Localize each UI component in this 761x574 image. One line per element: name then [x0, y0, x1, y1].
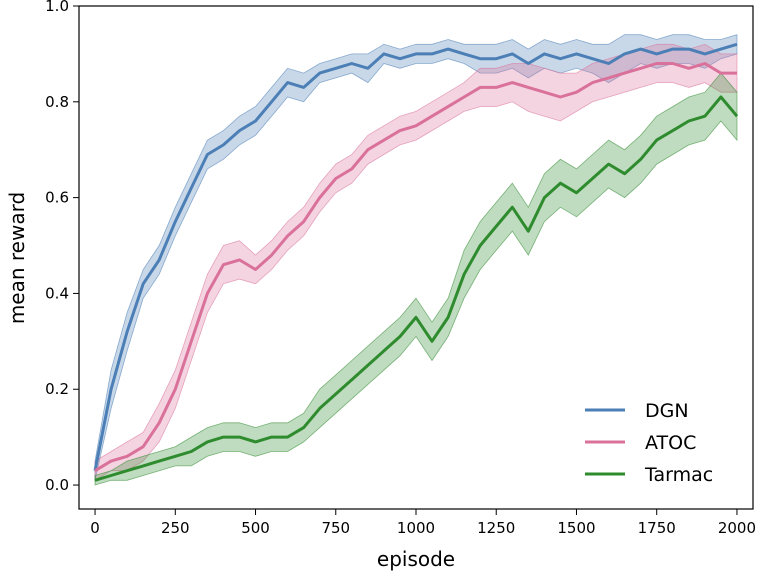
x-axis-ticks: 0 250 500 750 1000 1250 1500 1750 2000 [90, 509, 756, 537]
x-tick-label: 1250 [477, 519, 515, 537]
dgn-line [93, 42, 738, 471]
x-tick-label: 0 [90, 519, 100, 537]
tarmac-line [94, 95, 739, 482]
y-tick-label: 0.4 [45, 284, 69, 302]
y-tick-label: 0.6 [45, 189, 69, 207]
y-tick-label: 0.0 [45, 476, 69, 494]
x-tick-label: 1000 [397, 519, 435, 537]
legend-label-tarmac: Tarmac [644, 464, 713, 486]
legend-label-atoc: ATOC [645, 432, 696, 454]
y-tick-label: 0.2 [45, 380, 69, 398]
x-tick-label: 1500 [557, 519, 595, 537]
y-tick-label: 1.0 [45, 0, 69, 15]
y-axis-ticks: 0.0 0.2 0.4 0.6 0.8 1.0 [45, 0, 79, 494]
tarmac-band [94, 72, 738, 486]
x-tick-label: 500 [241, 519, 270, 537]
x-axis-label: episode [377, 547, 455, 571]
legend: DGN ATOC Tarmac [585, 400, 713, 486]
y-axis-label: mean reward [5, 192, 29, 324]
y-tick-label: 0.8 [45, 93, 69, 111]
confidence-bands [94, 34, 738, 486]
x-tick-label: 1750 [638, 519, 676, 537]
series-lines [93, 42, 739, 482]
legend-label-dgn: DGN [645, 400, 689, 422]
x-tick-label: 2000 [718, 519, 756, 537]
x-tick-label: 250 [161, 519, 190, 537]
atoc-line [94, 62, 737, 472]
x-tick-label: 750 [321, 519, 350, 537]
